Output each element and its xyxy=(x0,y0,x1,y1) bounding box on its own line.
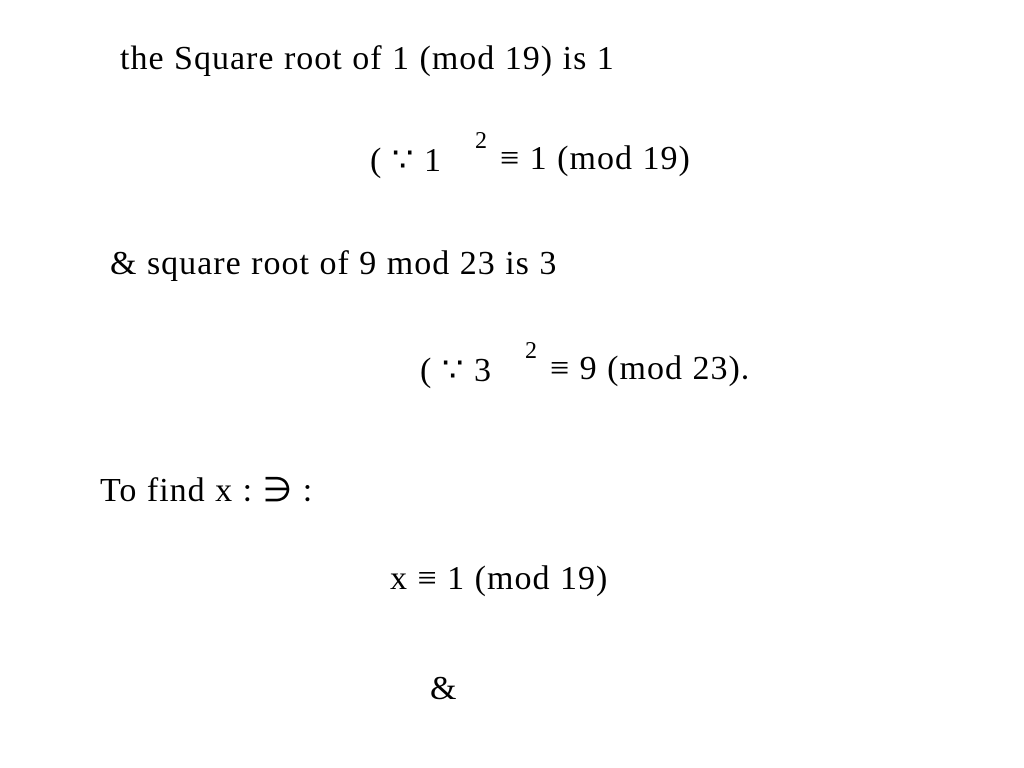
line-2-exponent: 2 xyxy=(475,128,488,155)
line-6: x ≡ 1 (mod 19) xyxy=(390,560,608,598)
line-2-prefix: ( ∵ 1 xyxy=(370,140,442,180)
line-1: the Square root of 1 (mod 19) is 1 xyxy=(120,40,615,78)
line-4-prefix: ( ∵ 3 xyxy=(420,350,492,390)
line-3: & square root of 9 mod 23 is 3 xyxy=(110,245,557,283)
line-2-suffix: ≡ 1 (mod 19) xyxy=(500,140,691,178)
line-4-suffix: ≡ 9 (mod 23). xyxy=(550,350,750,388)
line-7: & xyxy=(430,670,457,708)
line-5: To find x : ∋ : xyxy=(100,470,313,510)
line-4-exponent: 2 xyxy=(525,338,538,365)
handwritten-page: the Square root of 1 (mod 19) is 1 ( ∵ 1… xyxy=(0,0,1024,768)
